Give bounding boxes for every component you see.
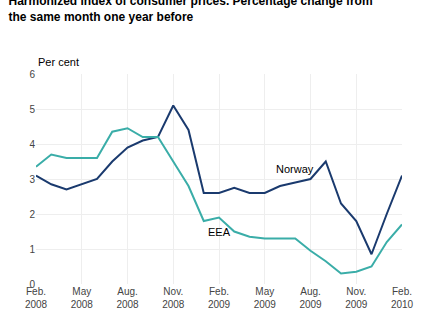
svg-text:Norway: Norway [276,163,314,175]
svg-text:Nov.2009: Nov.2009 [345,286,368,310]
svg-text:Per cent: Per cent [38,56,79,68]
svg-text:Feb.2010: Feb.2010 [391,286,414,310]
svg-text:Feb.2008: Feb.2008 [25,286,48,310]
svg-text:2: 2 [29,209,35,220]
svg-text:5: 5 [29,104,35,115]
svg-text:Aug.2009: Aug.2009 [299,286,322,310]
svg-text:3: 3 [29,174,35,185]
svg-text:Harmonized index of consumer p: Harmonized index of consumer prices. Per… [9,0,373,24]
svg-text:May2008: May2008 [71,286,94,310]
svg-text:1: 1 [29,244,35,255]
svg-text:Nov.2008: Nov.2008 [162,286,185,310]
svg-text:EEA: EEA [208,226,231,238]
svg-text:Feb.2009: Feb.2009 [208,286,231,310]
svg-text:May2009: May2009 [254,286,277,310]
svg-text:0: 0 [29,279,35,290]
svg-text:6: 6 [29,69,35,80]
svg-text:Aug.2008: Aug.2008 [116,286,139,310]
svg-text:4: 4 [29,139,35,150]
